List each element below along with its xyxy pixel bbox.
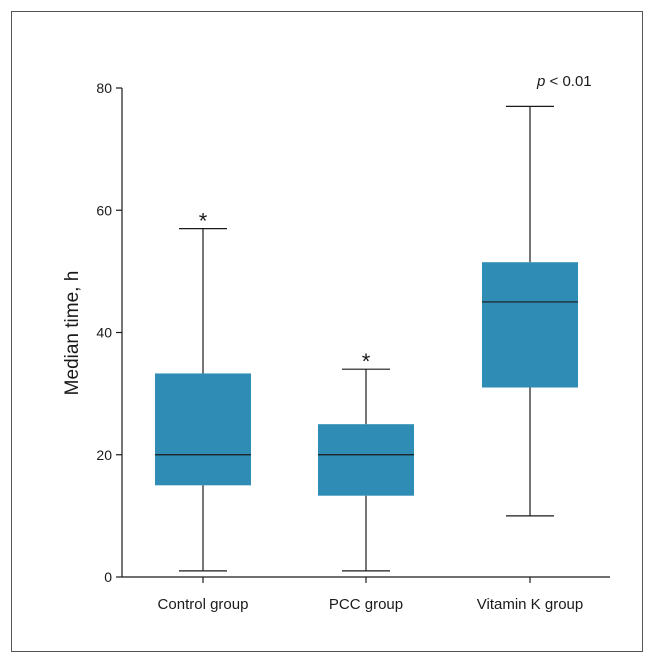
p-value-text: < 0.01: [545, 73, 591, 90]
x-category-label: Vitamin K group: [477, 596, 583, 613]
y-tick-label: 80: [96, 80, 112, 96]
y-tick-label: 60: [96, 202, 112, 218]
box-group: *: [318, 349, 414, 572]
iqr-box: [318, 424, 414, 496]
y-tick-label: 40: [96, 325, 112, 341]
p-value-annotation: p < 0.01: [536, 73, 592, 90]
significance-marker: *: [199, 209, 208, 234]
y-tick-label: 0: [104, 569, 112, 585]
y-tick-label: 20: [96, 447, 112, 463]
y-axis-label: Median time, h: [62, 271, 83, 396]
box-group: *: [155, 209, 251, 572]
box-series: **: [155, 105, 578, 572]
iqr-box: [155, 373, 251, 486]
box-group: [482, 105, 578, 517]
significance-marker: *: [362, 349, 371, 374]
x-category-label: PCC group: [329, 596, 403, 613]
chart-axes: 0 20 40 60 80 Control group PCC group Vitamin K…: [96, 80, 610, 613]
x-category-label: Control group: [158, 596, 249, 613]
p-value-symbol: p: [536, 73, 545, 90]
iqr-box: [482, 262, 578, 388]
